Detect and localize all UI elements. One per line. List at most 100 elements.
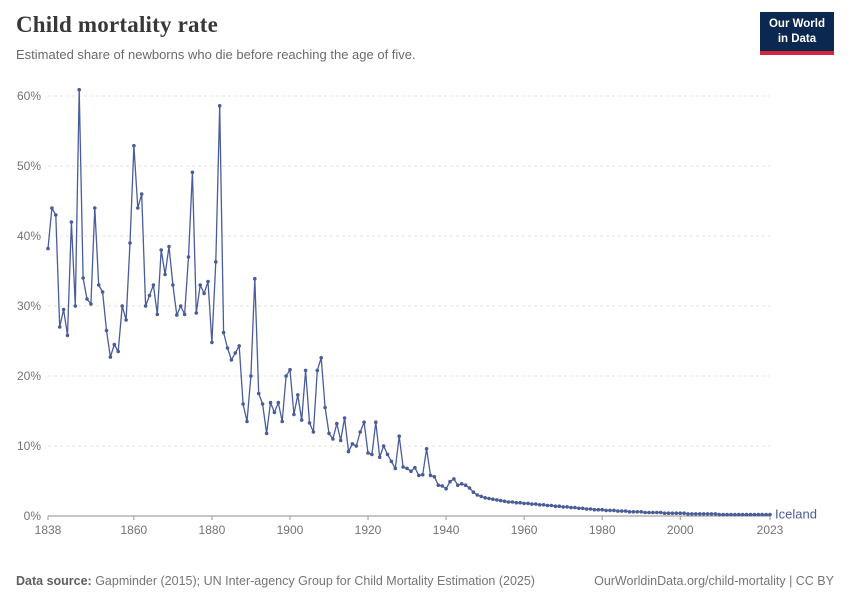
data-point <box>518 500 522 505</box>
data-point <box>264 431 269 436</box>
data-point <box>748 512 753 517</box>
data-point <box>487 496 491 501</box>
data-point <box>93 206 97 210</box>
page-subtitle: Estimated share of newborns who die befo… <box>16 47 416 62</box>
data-point <box>459 482 464 486</box>
data-point <box>253 276 257 281</box>
data-point <box>729 512 733 517</box>
data-source-label: Data source: <box>16 574 92 588</box>
data-point <box>448 479 452 484</box>
data-point <box>260 402 265 406</box>
data-point <box>354 444 359 448</box>
data-point <box>639 510 643 514</box>
data-point <box>256 391 261 396</box>
data-point <box>331 437 335 441</box>
y-tick-label: 60% <box>17 89 41 103</box>
data-point <box>77 87 81 92</box>
data-point <box>299 418 304 422</box>
data-point <box>440 484 445 488</box>
data-point <box>217 104 222 108</box>
data-point <box>385 452 390 457</box>
data-point <box>401 465 405 469</box>
owid-logo-line1: Our World <box>768 18 825 30</box>
chart-header: Child mortality rate Estimated share of … <box>16 12 750 62</box>
data-point <box>612 508 616 513</box>
owid-logo[interactable]: Our World in Data <box>759 12 834 55</box>
data-point <box>307 421 312 425</box>
y-tick-label: 40% <box>17 229 41 243</box>
data-point <box>65 333 70 338</box>
data-point <box>319 356 324 360</box>
data-point <box>674 511 679 515</box>
x-tick-label: 1920 <box>355 523 382 537</box>
data-point <box>159 248 163 252</box>
data-point <box>237 344 241 348</box>
data-point <box>452 477 456 481</box>
data-point <box>405 466 409 471</box>
data-point <box>666 511 671 515</box>
data-point <box>713 512 718 516</box>
data-point <box>616 509 620 513</box>
data-point <box>280 419 285 424</box>
data-point <box>155 312 160 317</box>
data-point <box>303 368 308 373</box>
data-point <box>46 246 50 251</box>
data-point <box>522 501 526 506</box>
data-point <box>510 500 515 504</box>
data-point <box>740 512 745 517</box>
data-point <box>662 511 667 515</box>
series-label-iceland: Iceland <box>775 507 817 522</box>
data-point <box>569 505 573 510</box>
data-point <box>561 505 565 509</box>
data-point <box>214 260 218 264</box>
data-point <box>61 307 66 312</box>
data-point <box>50 206 54 210</box>
data-point <box>124 318 128 322</box>
data-point <box>315 368 320 373</box>
data-point <box>389 459 394 464</box>
data-point <box>467 486 472 490</box>
chart-area: 0% 10% 20% 30% 40% 50% 60% 1838 1860 1880 1900 1920… <box>8 76 842 551</box>
data-point <box>655 510 659 515</box>
y-tick-label: 10% <box>17 439 41 453</box>
data-point <box>444 486 448 491</box>
data-point <box>530 502 534 506</box>
y-tick-label: 20% <box>17 369 41 383</box>
data-point <box>136 206 140 210</box>
data-point <box>171 283 175 287</box>
data-point <box>81 276 85 280</box>
data-point <box>143 304 148 308</box>
data-point <box>338 438 343 443</box>
data-point <box>592 507 597 512</box>
data-point <box>210 340 214 345</box>
data-point <box>737 512 741 517</box>
data-point <box>221 330 226 335</box>
data-point <box>342 416 347 420</box>
data-point <box>690 512 694 516</box>
data-point <box>573 505 577 510</box>
data-point <box>764 512 768 517</box>
data-point <box>108 355 113 359</box>
data-point <box>167 244 171 249</box>
data-point <box>182 312 187 317</box>
data-point <box>374 420 378 425</box>
data-point <box>686 512 690 516</box>
data-point <box>397 434 402 439</box>
owid-url-link[interactable]: OurWorldinData.org/child-mortality | CC … <box>594 574 834 588</box>
data-point <box>284 374 288 378</box>
data-point <box>643 510 647 515</box>
data-point <box>409 469 413 474</box>
iceland-line <box>47 89 770 516</box>
data-point <box>557 504 562 509</box>
data-source-note: Data source: Gapminder (2015); UN Inter-… <box>16 574 535 588</box>
data-point <box>370 452 374 457</box>
data-source-text: Gapminder (2015); UN Inter-agency Group … <box>91 574 535 588</box>
data-point <box>276 400 281 405</box>
data-point <box>163 272 167 277</box>
data-point <box>698 512 702 516</box>
data-point <box>241 402 245 406</box>
data-point <box>647 510 651 515</box>
data-point <box>381 444 386 448</box>
data-point <box>701 512 706 516</box>
data-point <box>658 510 663 515</box>
